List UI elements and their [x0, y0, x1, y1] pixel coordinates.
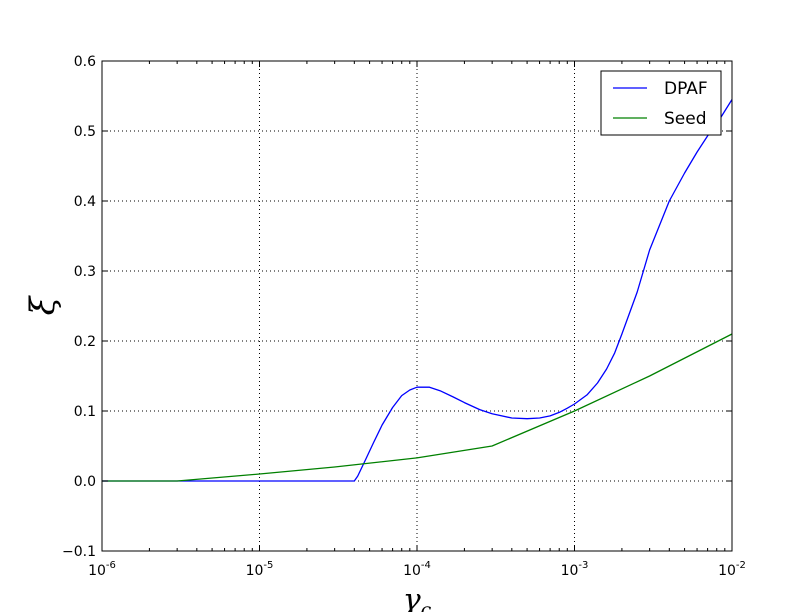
series-line-seed: [102, 333, 733, 482]
plot-area-frame: [101, 60, 733, 552]
y-axis-label: ξ: [23, 294, 63, 315]
y-tick-label: 0.3: [74, 264, 96, 280]
axis-ticks: 10-6 10-5 10-4 10-3 10-2 −0.1 0.0 0.1 0.2 0.3 0.4 0…: [62, 54, 746, 579]
x-axis-label: γc: [403, 583, 432, 612]
legend-box: [600, 70, 722, 136]
y-tick-label: −0.1: [62, 544, 96, 560]
legend: DPAF Seed: [600, 70, 722, 136]
x-tick-label: 10-3: [561, 560, 589, 579]
x-tick-label: 10-4: [403, 560, 431, 579]
legend-label: DPAF: [664, 79, 708, 99]
y-tick-label: 0.2: [74, 334, 96, 350]
series-lines: [102, 99, 733, 482]
y-tick-label: 0.6: [74, 54, 96, 70]
y-tick-label: 0.0: [74, 474, 96, 490]
legend-label: Seed: [664, 109, 707, 129]
series-line-dpaf: [102, 99, 733, 482]
y-tick-label: 0.5: [74, 124, 96, 140]
y-tick-label: 0.4: [74, 194, 96, 210]
x-tick-label: 10-6: [88, 560, 116, 579]
y-tick-label: 0.1: [74, 404, 96, 420]
x-tick-label: 10-2: [718, 560, 746, 579]
x-tick-label: 10-5: [246, 560, 274, 579]
